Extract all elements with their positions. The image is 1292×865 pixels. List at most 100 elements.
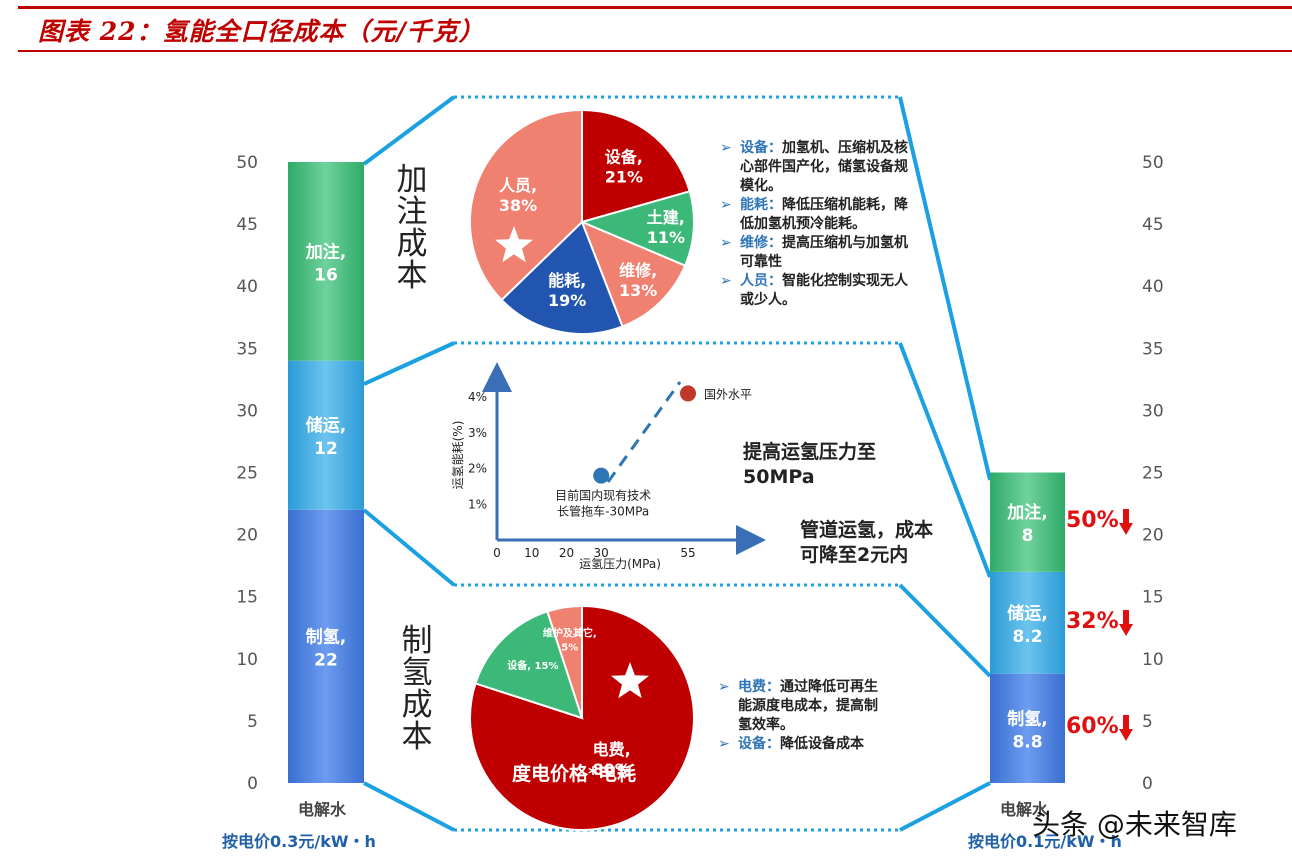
pie-slice <box>500 220 624 335</box>
bar-segment-value: 16 <box>314 265 338 285</box>
production-cost-title: 制氢成本 <box>400 625 434 753</box>
bar-segment-label: 制氢, <box>306 626 346 647</box>
scatter-point <box>593 467 610 484</box>
bar-segment <box>288 162 364 361</box>
bar-segment <box>288 360 364 510</box>
left-tick-label: 35 <box>236 339 258 359</box>
reduction-percent: 50% <box>1066 508 1119 534</box>
right-tick-label: 30 <box>1142 401 1164 421</box>
note-text: 人员：智能化控制实现无人或少人。 <box>740 273 908 308</box>
left-stacked-bar: 制氢, 22 储运, 12 加注, 16 <box>288 162 364 783</box>
left-tick-label: 15 <box>236 588 258 608</box>
left-tick-label: 0 <box>247 774 258 794</box>
pie-slice <box>581 108 691 224</box>
right-tick-label: 15 <box>1142 588 1164 608</box>
down-arrow-icon <box>1119 509 1133 536</box>
right-tick-label: 35 <box>1142 339 1164 359</box>
note-key: 设备： <box>740 140 782 156</box>
left-tick-label: 50 <box>236 153 258 173</box>
refuel-cost-pie: 设备,21% 土建,11% 维修,13% 能耗,19% 人员,38% <box>469 108 695 335</box>
pie-slice-value: 13% <box>619 281 657 300</box>
scatter-x-tick: 30 <box>594 546 609 560</box>
note-row: ➢ 设备：加氢机、压缩机及核心部件国产化，储氢设备规模化。 <box>720 139 910 196</box>
bar-segment-value: 12 <box>314 439 338 459</box>
right-tick-label: 10 <box>1142 650 1164 670</box>
scatter-x-tick: 55 <box>680 546 695 560</box>
note-key: 电费： <box>738 679 780 695</box>
pie-slice-label: 维护及其它, <box>543 627 597 640</box>
right-tick-label: 40 <box>1142 277 1164 297</box>
right-stacked-bar: 制氢, 8.8 储运, 8.2 加注, 8 <box>990 472 1065 783</box>
bullet-arrow-icon: ➢ <box>718 736 730 752</box>
connector-line <box>898 583 992 678</box>
transport-note-pressure: 提高运氢压力至 50MPa <box>743 440 883 490</box>
connector-line <box>899 781 991 832</box>
scatter-point-label: 目前国内现有技术 <box>555 488 651 503</box>
left-bar-subtitle: 按电价0.3元/kW・h <box>222 832 376 851</box>
note-text: 设备：降低设备成本 <box>738 736 864 752</box>
left-tick-label: 25 <box>236 464 258 484</box>
transport-note-pressure-text: 提高运氢压力至 50MPa <box>743 441 877 488</box>
star-icon <box>495 226 533 263</box>
bar-segment-label: 制氢, <box>1007 708 1047 729</box>
connector-line <box>362 508 456 587</box>
pie-slice-label: 土建, <box>647 208 685 227</box>
scatter-y-tick: 4% <box>468 390 487 404</box>
scatter-y-label: 运氢能耗(%) <box>450 421 465 490</box>
scatter-point-label: 长管拖车-30MPa <box>557 504 649 519</box>
dotted-dividers <box>454 95 900 832</box>
pie-slice <box>469 108 583 302</box>
pie-slice-value: 11% <box>647 228 685 247</box>
down-arrow-icon <box>1119 609 1133 636</box>
scatter-y-tick: 2% <box>468 462 487 476</box>
note-row: ➢ 设备：降低设备成本 <box>718 735 888 754</box>
connector-line <box>363 781 455 832</box>
pie-slice-value: 5% <box>561 643 578 654</box>
scatter-x-tick: 0 <box>493 546 501 560</box>
down-arrow-icon <box>1119 715 1133 742</box>
left-bar-category: 电解水 <box>298 800 347 819</box>
scatter-x-ticks: 0 10 20 30 55 <box>493 546 695 560</box>
bullet-arrow-icon: ➢ <box>720 197 732 213</box>
bar-segment-value: 22 <box>314 650 338 670</box>
right-bar-subtitle: 按电价0.1元/kW・h <box>968 832 1122 851</box>
pie-slice <box>580 220 687 328</box>
scatter-y-ticks: 1% 2% 3% 4% <box>468 390 487 511</box>
transport-scatter: 0 10 20 30 55 1% 2% 3% 4% 运氢压力(MPa) 运氢能耗(%) 目前国… <box>450 362 766 571</box>
left-tick-label: 10 <box>236 650 258 670</box>
scatter-point-label: 国外水平 <box>704 387 752 401</box>
bar-segment-label: 储运, <box>1007 603 1047 624</box>
bar-segment-value: 8.8 <box>1012 732 1042 752</box>
connector-line <box>363 341 455 386</box>
pie-slice-value: 38% <box>499 196 537 215</box>
note-row: ➢ 电费：通过降低可再生能源度电成本，提高制氢效率。 <box>718 678 888 735</box>
pie-slice <box>578 190 695 267</box>
production-cost-pie: 电费,80% 设备, 15% 维护及其它, 5% 度电价格*电耗 <box>469 604 695 831</box>
header-rule-top <box>18 6 1292 9</box>
right-bar-category: 电解水 <box>1000 800 1049 819</box>
note-key: 人员： <box>740 273 782 289</box>
left-tick-label: 30 <box>236 401 258 421</box>
scatter-y-tick: 1% <box>468 497 487 511</box>
pie-slice-label: 电费, <box>593 740 631 759</box>
right-tick-label: 45 <box>1142 215 1164 235</box>
bar-segment-label: 储运, <box>306 415 346 436</box>
pie-slice-value: 21% <box>605 168 643 187</box>
scatter-x-label: 运氢压力(MPa) <box>579 556 661 571</box>
production-notes: ➢ 电费：通过降低可再生能源度电成本，提高制氢效率。 ➢ 设备：降低设备成本 <box>718 678 888 754</box>
right-tick-label: 25 <box>1142 464 1164 484</box>
transport-note-pipeline: 管道运氢，成本可降至2元内 <box>800 518 950 568</box>
bar-segment <box>990 472 1065 572</box>
right-tick-label: 0 <box>1142 774 1153 794</box>
pie-slice-label: 维修, <box>619 261 657 280</box>
watermark: 头条 @未来智库 <box>1032 808 1237 841</box>
pie-slice-label: 设备, 15% <box>507 659 558 672</box>
note-key: 能耗： <box>740 197 782 213</box>
pie-slice-value: 80% <box>592 760 630 779</box>
right-tick-label: 20 <box>1142 526 1164 546</box>
note-text: 维修：提高压缩机与加氢机可靠性 <box>740 235 908 270</box>
bullet-arrow-icon: ➢ <box>720 140 732 156</box>
right-tick-label: 50 <box>1142 153 1164 173</box>
left-tick-label: 45 <box>236 215 258 235</box>
